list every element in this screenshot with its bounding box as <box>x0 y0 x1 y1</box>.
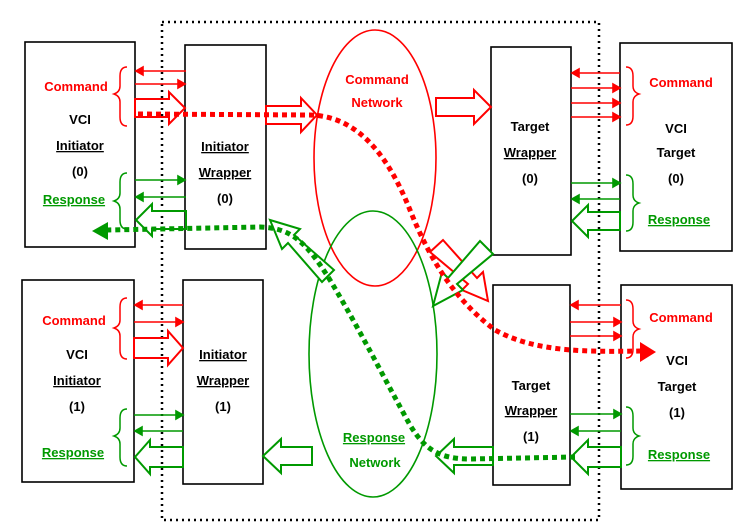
target-1-response-label: Response <box>648 447 710 462</box>
target-wrapper-0-line3: (0) <box>522 171 538 186</box>
initiator-0-title-line1: VCI <box>69 112 91 127</box>
response-arrow-target-wrapper-0-to-network <box>431 239 495 308</box>
response-brace-initiator-1 <box>111 408 128 467</box>
initiator-1-title-line3: (1) <box>69 399 85 414</box>
response-network <box>308 210 438 498</box>
interconnect-boundary <box>160 20 601 522</box>
target-1-title-line3: (1) <box>669 405 685 420</box>
command-arrows-initiator-1 <box>133 299 185 368</box>
target-1-title-line2: Target <box>658 379 697 394</box>
target-0-command-label: Command <box>649 75 713 90</box>
initiator-1-title-line2: Initiator <box>53 373 101 388</box>
initiator-0-title-line2: Initiator <box>56 138 104 153</box>
command-brace-target-0 <box>625 66 642 126</box>
target-wrapper-1-line3: (1) <box>523 429 539 444</box>
response-arrow-network-to-initiator-wrapper-1 <box>261 436 313 476</box>
initiator-0-response-label: Response <box>43 192 105 207</box>
command-transaction-arrowhead <box>640 342 656 362</box>
initiator-1-title-line1: VCI <box>66 347 88 362</box>
target-1-title-line1: VCI <box>666 353 688 368</box>
target-wrapper-0-line2: Wrapper <box>504 145 557 160</box>
response-arrows-target-0 <box>570 177 622 240</box>
command-network <box>313 29 437 287</box>
initiator-wrapper-1-line3: (1) <box>215 399 231 414</box>
command-arrows-target-0 <box>570 67 622 123</box>
command-brace-initiator-1 <box>111 297 128 360</box>
initiator-wrapper-0-line2: Wrapper <box>199 165 252 180</box>
target-wrapper-0-line1: Target <box>511 119 550 134</box>
target-0-title-line1: VCI <box>665 121 687 136</box>
command-network-line2: Network <box>351 95 403 110</box>
initiator-1-response-label: Response <box>42 445 104 460</box>
initiator-wrapper-0-line1: Initiator <box>201 139 249 154</box>
command-network-line1: Command <box>345 72 409 87</box>
initiator-wrapper-1-line2: Wrapper <box>197 373 250 388</box>
response-arrow-target-wrapper-1-to-network <box>434 436 494 476</box>
command-arrow-network-to-target-wrapper-0 <box>435 87 493 127</box>
response-transaction-path <box>107 224 576 462</box>
initiator-0-command-label: Command <box>44 79 108 94</box>
initiator-0-title-line3: (0) <box>72 164 88 179</box>
command-arrows-target-1 <box>569 299 623 342</box>
initiator-wrapper-0-line3: (0) <box>217 191 233 206</box>
target-0-title-line2: Target <box>657 145 696 160</box>
target-wrapper-0-block <box>490 46 572 256</box>
response-brace-target-0 <box>625 174 642 232</box>
initiator-1-command-label: Command <box>42 313 106 328</box>
target-wrapper-1-block <box>492 284 571 486</box>
initiator-wrapper-1-line1: Initiator <box>199 347 247 362</box>
command-brace-initiator-0 <box>111 66 128 127</box>
command-transaction-path <box>137 111 641 354</box>
target-1-command-label: Command <box>649 310 713 325</box>
initiator-wrapper-0-block <box>184 44 267 250</box>
target-wrapper-1-line1: Target <box>512 378 551 393</box>
target-wrapper-1-line2: Wrapper <box>505 403 558 418</box>
target-0-response-label: Response <box>648 212 710 227</box>
vci-initiator-0-block <box>24 41 136 248</box>
response-transaction-arrowhead <box>92 222 108 240</box>
response-brace-initiator-0 <box>111 172 128 230</box>
vci-target-1-block <box>620 284 733 490</box>
response-network-line2: Network <box>349 455 401 470</box>
response-arrows-initiator-1 <box>133 409 185 477</box>
target-0-title-line3: (0) <box>668 171 684 186</box>
command-brace-target-1 <box>625 299 642 359</box>
vci-initiator-1-block <box>21 279 135 483</box>
response-arrow-network-to-initiator-wrapper-0 <box>268 218 336 284</box>
response-network-line1: Response <box>343 430 405 445</box>
initiator-wrapper-1-block <box>182 279 264 485</box>
response-brace-target-1 <box>625 406 642 466</box>
vci-target-0-block <box>619 42 733 252</box>
response-arrows-target-1 <box>569 408 623 477</box>
